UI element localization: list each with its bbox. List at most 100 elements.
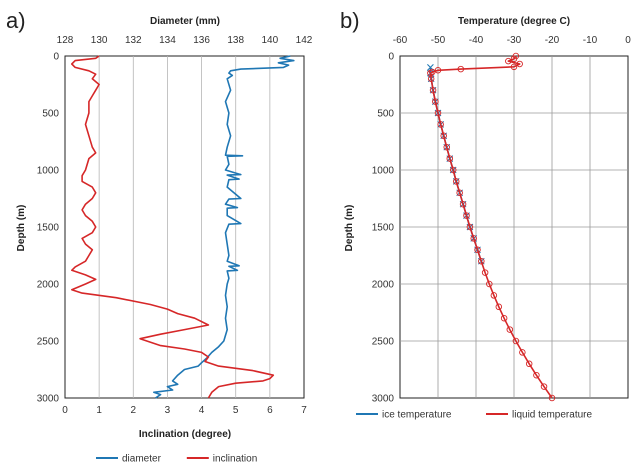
y-tick-label: 2000 bbox=[372, 280, 395, 291]
panel-b-legend: ice temperature liquid temperature bbox=[356, 410, 592, 421]
panel-a-y-ticks: 0 500 1000 1500 2000 2500 3000 bbox=[37, 52, 60, 405]
panel-b-top-axis-title: Temperature (degree C) bbox=[458, 16, 570, 27]
bottom-tick-label: 6 bbox=[267, 405, 273, 416]
liquid-temperature-legend-label: liquid temperature bbox=[512, 410, 592, 421]
bottom-tick-label: 2 bbox=[131, 405, 137, 416]
bottom-tick-label: 1 bbox=[96, 405, 102, 416]
liquid-temperature-point bbox=[533, 371, 540, 379]
liquid-temperature-point bbox=[456, 189, 463, 197]
panel-a-bottom-ticks: 0 1 2 3 4 5 6 7 bbox=[62, 405, 307, 416]
y-tick-label: 1500 bbox=[37, 223, 60, 234]
top-tick-label: 136 bbox=[193, 35, 210, 46]
liquid-temperature-point bbox=[452, 178, 460, 185]
panel-a-series bbox=[71, 55, 295, 399]
y-tick-label: 3000 bbox=[372, 394, 395, 405]
y-tick-label: 2500 bbox=[372, 337, 395, 348]
liquid-temperature-point bbox=[434, 109, 442, 117]
y-tick-label: 3000 bbox=[37, 394, 60, 405]
panel-b-temperature-profile: b) Temperature (degree C) Depth (m) 0 500… bbox=[340, 8, 631, 421]
top-tick-label: -60 bbox=[393, 35, 408, 46]
top-tick-label: -40 bbox=[469, 35, 484, 46]
diameter-legend-label: diameter bbox=[122, 454, 162, 465]
panel-a-gridlines bbox=[98, 56, 271, 398]
liquid-temperature-point bbox=[434, 66, 442, 74]
liquid-temperature-point bbox=[466, 223, 474, 231]
y-tick-label: 0 bbox=[53, 52, 59, 63]
liquid-temperature-point bbox=[506, 326, 514, 333]
panel-a-bottom-axis-title: Inclination (degree) bbox=[139, 429, 231, 440]
bottom-tick-label: 4 bbox=[199, 405, 205, 416]
liquid-temperature-point bbox=[548, 394, 556, 402]
top-tick-label: 128 bbox=[57, 35, 74, 46]
y-tick-label: 500 bbox=[42, 109, 59, 120]
top-tick-label: -20 bbox=[545, 35, 560, 46]
liquid-temperature-point bbox=[446, 155, 454, 162]
liquid-temperature-point bbox=[429, 86, 437, 94]
liquid-temperature-point bbox=[540, 383, 548, 390]
inclination-series-line bbox=[71, 55, 275, 399]
panel-a-top-axis-title: Diameter (mm) bbox=[150, 16, 220, 27]
y-tick-label: 1000 bbox=[372, 166, 395, 177]
top-tick-label: -30 bbox=[507, 35, 522, 46]
liquid-temperature-point bbox=[470, 235, 477, 242]
liquid-temperature-point bbox=[478, 257, 485, 265]
top-tick-label: 130 bbox=[91, 35, 108, 46]
top-tick-label: -50 bbox=[431, 35, 446, 46]
liquid-temperature-point bbox=[459, 200, 467, 208]
y-tick-label: 1500 bbox=[372, 223, 395, 234]
liquid-temperature-point bbox=[510, 55, 518, 63]
liquid-temperature-point bbox=[519, 349, 526, 356]
liquid-temperature-point bbox=[457, 65, 465, 73]
liquid-temperature-point bbox=[440, 132, 447, 140]
liquid-temperature-series-line bbox=[429, 55, 553, 399]
liquid-temperature-point bbox=[500, 314, 508, 322]
liquid-temperature-point bbox=[432, 98, 439, 105]
bottom-tick-label: 7 bbox=[301, 405, 307, 416]
panel-a-depth-profile: a) Diameter (mm) Inclination (degree) De… bbox=[6, 8, 313, 465]
panel-a-legend: diameter inclination bbox=[96, 454, 257, 465]
liquid-temperature-point bbox=[525, 360, 533, 368]
liquid-temperature-point bbox=[449, 166, 457, 174]
liquid-temperature-point bbox=[437, 121, 444, 128]
y-tick-label: 1000 bbox=[37, 166, 60, 177]
ice-temperature-legend-label: ice temperature bbox=[382, 410, 452, 421]
panel-a-y-axis-title: Depth (m) bbox=[16, 205, 27, 252]
bottom-tick-label: 3 bbox=[165, 405, 171, 416]
panel-b-top-ticks: -60 -50 -40 -30 -20 -10 0 bbox=[393, 35, 631, 46]
liquid-temperature-point bbox=[427, 75, 435, 83]
y-tick-label: 500 bbox=[377, 109, 394, 120]
liquid-temperature-point bbox=[486, 280, 493, 288]
liquid-temperature-point bbox=[490, 292, 498, 299]
top-tick-label: 142 bbox=[296, 35, 313, 46]
inclination-legend-label: inclination bbox=[213, 454, 257, 465]
liquid-temperature-point bbox=[495, 303, 503, 311]
y-tick-label: 2000 bbox=[37, 280, 60, 291]
liquid-temperature-point bbox=[516, 60, 523, 68]
top-tick-label: 0 bbox=[625, 35, 631, 46]
panel-b-y-ticks: 0 500 1000 1500 2000 2500 3000 bbox=[372, 52, 395, 405]
y-tick-label: 0 bbox=[388, 52, 394, 63]
diameter-series-line bbox=[153, 55, 295, 399]
top-tick-label: 138 bbox=[227, 35, 244, 46]
panel-b-y-axis-title: Depth (m) bbox=[344, 205, 355, 252]
y-tick-label: 2500 bbox=[37, 337, 60, 348]
panel-a-letter: a) bbox=[6, 8, 26, 33]
liquid-temperature-point bbox=[505, 57, 512, 65]
top-tick-label: 132 bbox=[125, 35, 142, 46]
panel-b-letter: b) bbox=[340, 8, 360, 33]
top-tick-label: 134 bbox=[159, 35, 176, 46]
liquid-temperature-point bbox=[510, 63, 518, 71]
panel-b-series bbox=[427, 52, 556, 402]
top-tick-label: 140 bbox=[262, 35, 279, 46]
panel-a-plot-area bbox=[64, 55, 305, 399]
panel-a-top-ticks: 128 130 132 134 136 138 140 142 bbox=[57, 35, 313, 46]
liquid-temperature-point bbox=[474, 246, 481, 254]
liquid-temperature-point bbox=[512, 337, 520, 345]
bottom-tick-label: 5 bbox=[233, 405, 239, 416]
liquid-temperature-point bbox=[463, 212, 470, 219]
panel-b-gridlines bbox=[400, 56, 628, 398]
top-tick-label: -10 bbox=[583, 35, 598, 46]
liquid-temperature-point bbox=[481, 269, 489, 276]
liquid-temperature-point bbox=[443, 143, 450, 151]
